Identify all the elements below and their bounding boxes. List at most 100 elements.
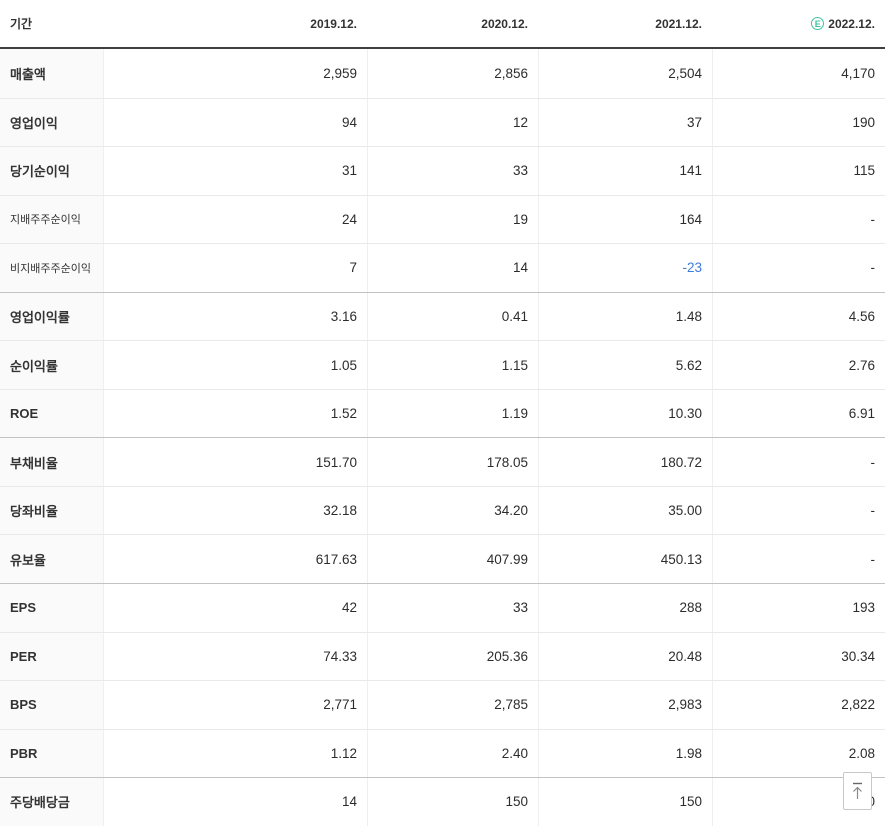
cell-value: 1.52 (103, 389, 367, 438)
cell-value: 2,785 (367, 681, 538, 729)
cell-value: 32.18 (103, 486, 367, 535)
table-header-row: 기간 2019.12. 2020.12. 2021.12. E 2022.12. (0, 0, 885, 49)
cell-value: 1.48 (538, 292, 712, 341)
cell-value: 151.70 (103, 438, 367, 486)
cell-value: 150 (538, 778, 712, 826)
cell-value: 20.48 (538, 632, 712, 681)
cell-value: 150 (367, 778, 538, 826)
column-header-2021: 2021.12. (655, 16, 702, 31)
cell-value: 30.34 (712, 632, 885, 681)
table-row: 비지배주주순이익 7 14 -23- (0, 243, 885, 292)
cell-value: 1.05 (103, 341, 367, 389)
cell-value: 288 (538, 584, 712, 632)
cell-value: 4.56 (712, 292, 885, 341)
cell-value: 450.13 (538, 535, 712, 584)
cell-value: -23 (538, 244, 712, 292)
cell-value: - (712, 438, 885, 486)
cell-value: 180.72 (538, 438, 712, 486)
cell-value: 5.62 (538, 341, 712, 389)
cell-value: 0.41 (367, 292, 538, 341)
cell-value: 24 (103, 195, 367, 244)
cell-value: - (712, 535, 885, 584)
table-row: PBR 1.12 2.40 1.98 2.08 (0, 728, 885, 778)
cell-value: 190 (712, 98, 885, 147)
cell-value: 12 (367, 98, 538, 147)
cell-value: 2,504 (538, 49, 712, 98)
table-row: 순이익률 1.05 1.15 5.62 2.76 (0, 340, 885, 389)
cell-value: 178.05 (367, 438, 538, 486)
table-row: 지배주주순이익 24 19 164- (0, 194, 885, 244)
cell-value: 35.00 (538, 486, 712, 535)
row-label: BPS (0, 681, 103, 729)
cell-value: - (712, 244, 885, 292)
row-label: 당좌비율 (0, 486, 103, 535)
cell-value: 10.30 (538, 389, 712, 438)
cell-value: 2,959 (103, 49, 367, 98)
cell-value: 6.91 (712, 389, 885, 438)
cell-value: 407.99 (367, 535, 538, 584)
table-row: 당좌비율 32.18 34.20 35.00- (0, 485, 885, 535)
cell-value: 2.76 (712, 341, 885, 389)
cell-value: 33 (367, 147, 538, 195)
estimate-icon: E (811, 17, 825, 30)
cell-value: 617.63 (103, 535, 367, 584)
cell-value: 2.40 (367, 729, 538, 778)
cell-value: 1.98 (538, 729, 712, 778)
table-row: 영업이익률 3.16 0.41 1.48 4.56 (0, 291, 885, 341)
row-label: 주당배당금 (0, 778, 103, 826)
table-row: 영업이익 94 12 37 190 (0, 97, 885, 147)
cell-value: 2,771 (103, 681, 367, 729)
table-row: 매출액 2,959 2,856 2,504 4,170 (0, 49, 885, 98)
row-label: 영업이익 (0, 98, 103, 147)
cell-value: 19 (367, 195, 538, 244)
row-label: 영업이익률 (0, 292, 103, 341)
table-row: 부채비율 151.70 178.05 180.72- (0, 437, 885, 486)
cell-value: 34.20 (367, 486, 538, 535)
cell-value: 14 (103, 778, 367, 826)
row-label: PER (0, 632, 103, 681)
row-label: ROE (0, 389, 103, 438)
row-label: 순이익률 (0, 341, 103, 389)
row-label: 유보율 (0, 535, 103, 584)
cell-value: 94 (103, 98, 367, 147)
scroll-to-top-button[interactable] (843, 772, 872, 810)
cell-value: 42 (103, 584, 367, 632)
row-label: EPS (0, 584, 103, 632)
column-header-2022-estimate: E 2022.12. (712, 0, 885, 47)
row-label: PBR (0, 729, 103, 778)
cell-value: 4,170 (712, 49, 885, 98)
cell-value: - (712, 195, 885, 244)
table-row: EPS 42 33 288 193 (0, 583, 885, 632)
cell-value: 37 (538, 98, 712, 147)
cell-value: 14 (367, 244, 538, 292)
cell-value: 2,983 (538, 681, 712, 729)
cell-value: 2.08 (712, 729, 885, 778)
table-row: 유보율 617.63 407.99 450.13- (0, 534, 885, 584)
cell-value: 164 (538, 195, 712, 244)
table-row: 주당배당금14150150150 (0, 777, 885, 826)
column-header-2022-label: 2022.12. (828, 16, 875, 31)
table-row: PER 74.33 205.36 20.48 30.34 (0, 631, 885, 681)
cell-value: 141 (538, 147, 712, 195)
cell-value: 205.36 (367, 632, 538, 681)
cell-value: 74.33 (103, 632, 367, 681)
cell-value: 1.15 (367, 341, 538, 389)
table-body: 매출액 2,959 2,856 2,504 4,170 영업이익 94 12 37 190 당기순이… (0, 49, 885, 826)
period-header-label: 기간 (10, 17, 33, 31)
cell-value: 2,822 (712, 681, 885, 729)
table-row: ROE 1.52 1.19 10.30 6.91 (0, 388, 885, 438)
column-header-2019: 2019.12. (310, 16, 357, 31)
row-label: 부채비율 (0, 438, 103, 486)
row-label: 비지배주주순이익 (0, 244, 103, 292)
cell-value: 33 (367, 584, 538, 632)
cell-value: 115 (712, 147, 885, 195)
table-row: BPS 2,771 2,785 2,983 2,822 (0, 680, 885, 729)
cell-value: 2,856 (367, 49, 538, 98)
row-label: 매출액 (0, 49, 103, 98)
cell-value: 1.19 (367, 389, 538, 438)
column-header-2020: 2020.12. (481, 16, 528, 31)
row-label: 당기순이익 (0, 147, 103, 195)
cell-value: 31 (103, 147, 367, 195)
cell-value: 1.12 (103, 729, 367, 778)
